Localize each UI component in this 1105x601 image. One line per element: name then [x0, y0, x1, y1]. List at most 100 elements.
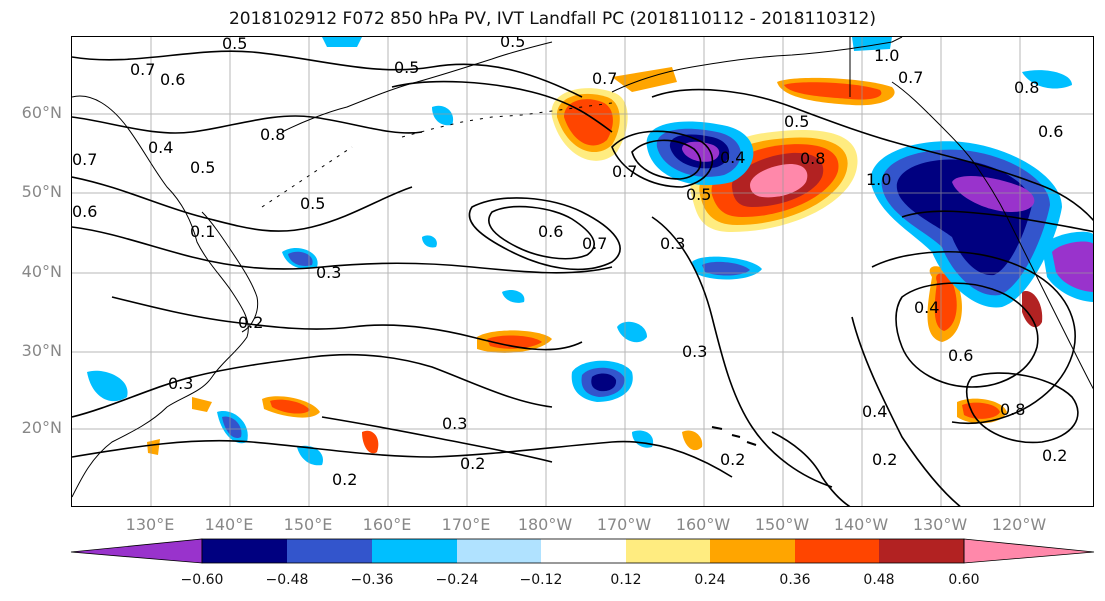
colorbar-extend-left: [70, 538, 203, 564]
colorbar-tick-label: −0.24: [435, 572, 479, 588]
contour-label: 0.5: [784, 112, 809, 131]
contour-label: 0.2: [332, 470, 357, 489]
colorbar-segment: [287, 539, 372, 563]
colorbar-tick-label: 0.12: [610, 572, 642, 588]
colorbar-segment: [879, 539, 964, 563]
colorbar-tick-label: −0.48: [265, 572, 309, 588]
pv-contour: [895, 282, 1039, 388]
lon-label-130e: 130°E: [125, 515, 175, 534]
contour-label: 0.7: [898, 68, 923, 87]
pv-pos-blob: [192, 397, 212, 412]
pv-pos-blob: [784, 82, 882, 100]
pv-contour: [631, 139, 702, 180]
colorbar-segment: [202, 539, 287, 563]
pv-pos-blob: [147, 439, 160, 455]
contour-label: 0.6: [538, 222, 563, 241]
pv-contours: [72, 50, 1093, 506]
pv-contour: [111, 296, 583, 351]
colorbar: [70, 538, 1095, 564]
pv-neg-blob: [952, 175, 1035, 212]
contour-label: 0.8: [260, 125, 285, 144]
pv-pos-blob: [962, 402, 1000, 419]
contour-labels: 0.5 0.5 0.6 0.7 0.8 0.4 0.5 0.5 0.6 0.7 …: [72, 37, 1067, 489]
contour-label: 0.4: [148, 138, 173, 157]
pv-neg-blob: [617, 321, 647, 343]
contour-label: 0.2: [872, 450, 897, 469]
contour-label: 0.2: [460, 454, 485, 473]
lon-label-140e: 140°E: [204, 515, 254, 534]
contour-label: 0.6: [72, 202, 97, 221]
pv-neg-blob: [87, 370, 128, 402]
contour-label: 0.3: [442, 414, 467, 433]
lat-label-20n: 20°N: [21, 418, 62, 437]
lat-label-30n: 30°N: [21, 341, 62, 360]
pv-contour: [72, 50, 583, 98]
colorbar-tick-label: −0.36: [350, 572, 394, 588]
map-panel[interactable]: 0.5 0.5 0.6 0.7 0.8 0.4 0.5 0.5 0.6 0.7 …: [71, 36, 1094, 507]
contour-label: 1.0: [866, 170, 891, 189]
colorbar-tick-label: −0.12: [519, 572, 563, 588]
map-canvas: 0.5 0.5 0.6 0.7 0.8 0.4 0.5 0.5 0.6 0.7 …: [72, 37, 1093, 506]
pv-contour: [965, 372, 1079, 444]
lon-label-180w: 180°W: [517, 515, 573, 534]
pv-neg-blob: [591, 373, 617, 392]
asia-coast: [72, 95, 249, 498]
contour-label: 0.4: [720, 148, 745, 167]
hawaii-islands: [711, 426, 757, 446]
colorbar-segment: [541, 539, 626, 563]
lon-label-130w: 130°W: [912, 515, 968, 534]
lon-label-160w: 160°W: [675, 515, 731, 534]
contour-label: 0.4: [914, 298, 939, 317]
contour-label: 0.2: [1042, 446, 1067, 465]
pv-contour: [321, 416, 553, 463]
colorbar-segment: [795, 539, 879, 563]
contour-label: 0.6: [948, 346, 973, 365]
pv-contour: [771, 431, 851, 506]
contour-label: 0.3: [660, 234, 685, 253]
colorbar-tick-label: 0.24: [694, 572, 726, 588]
contour-label: 0.3: [168, 374, 193, 393]
pv-contour: [72, 353, 553, 418]
colorbar-tick-label: 0.48: [863, 572, 895, 588]
contour-label: 0.3: [682, 342, 707, 361]
pv-neg-blob: [702, 261, 750, 276]
contour-label: 0.5: [190, 158, 215, 177]
contour-label: 0.2: [720, 450, 745, 469]
japan-coast: [201, 211, 259, 333]
pv-contour: [72, 439, 733, 478]
contour-label: 0.8: [1000, 400, 1025, 419]
pv-pos-blob: [750, 164, 808, 198]
pv-contour: [72, 226, 613, 274]
pv-contour: [851, 316, 961, 506]
pv-negative-shading: [87, 37, 1093, 466]
contour-label: 0.6: [160, 70, 185, 89]
contour-label: 0.7: [72, 150, 97, 169]
colorbar-extend-right: [963, 538, 1095, 564]
colorbar-tick-label: 0.60: [948, 572, 980, 588]
contour-label: 0.7: [612, 162, 637, 181]
lon-label-170w: 170°W: [596, 515, 652, 534]
lon-label-140w: 140°W: [833, 515, 889, 534]
pv-pos-blob: [270, 399, 310, 414]
pv-contour: [468, 197, 621, 271]
lon-label-160e: 160°E: [362, 515, 412, 534]
lat-label-40n: 40°N: [21, 262, 62, 281]
contour-label: 0.7: [592, 69, 617, 88]
pv-neg-blob: [322, 37, 362, 47]
pv-neg-blob: [1022, 70, 1072, 89]
pv-neg-blob: [502, 290, 525, 303]
pv-contour: [901, 210, 1093, 233]
graticule: [72, 37, 1093, 506]
pv-neg-blob: [632, 430, 654, 448]
contour-label: 0.5: [300, 194, 325, 213]
contour-label: 0.3: [316, 263, 341, 282]
contour-label: 0.7: [582, 234, 607, 253]
pv-contour: [488, 205, 595, 260]
pv-contour: [72, 115, 423, 134]
contour-label: 0.5: [222, 37, 247, 53]
pv-contour: [611, 130, 714, 188]
contour-label: 1.0: [874, 46, 899, 65]
colorbar-segment: [372, 539, 457, 563]
alaska-coast: [611, 37, 903, 93]
lat-label-60n: 60°N: [21, 103, 62, 122]
